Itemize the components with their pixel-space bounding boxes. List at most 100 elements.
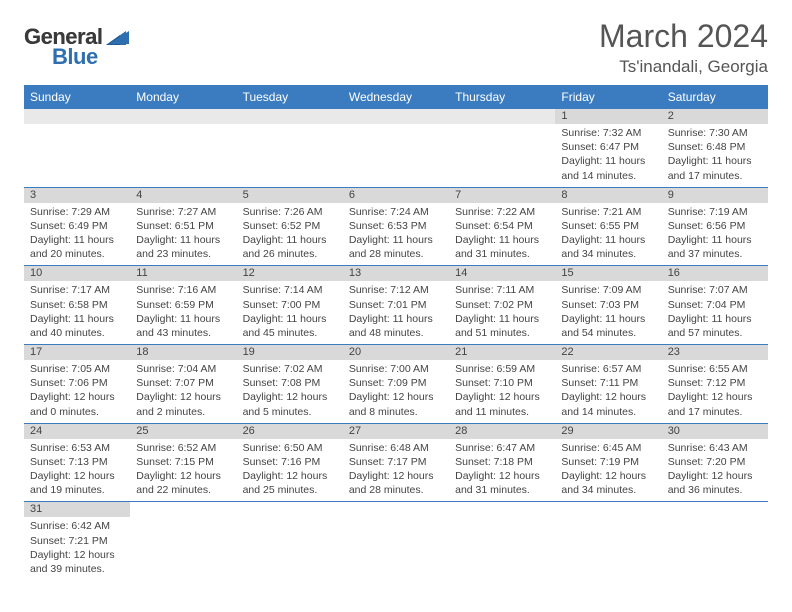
sunrise-text: Sunrise: 7:22 AM xyxy=(455,205,549,219)
sunset-text: Sunset: 6:49 PM xyxy=(30,219,124,233)
calendar-cell: 1Sunrise: 7:32 AMSunset: 6:47 PMDaylight… xyxy=(555,109,661,187)
header: General General Blue March 2024 xyxy=(24,18,768,77)
sunrise-text: Sunrise: 7:14 AM xyxy=(243,283,337,297)
sunrise-text: Sunrise: 6:43 AM xyxy=(668,441,762,455)
day-details: Sunrise: 6:48 AMSunset: 7:17 PMDaylight:… xyxy=(343,439,449,502)
sunset-text: Sunset: 7:01 PM xyxy=(349,298,443,312)
day-number: 25 xyxy=(130,424,236,439)
calendar-row: 3Sunrise: 7:29 AMSunset: 6:49 PMDaylight… xyxy=(24,187,768,266)
sunset-text: Sunset: 7:04 PM xyxy=(668,298,762,312)
day-number: 8 xyxy=(555,188,661,203)
location: Ts'inandali, Georgia xyxy=(599,57,768,77)
daylight-text: Daylight: 11 hours and 43 minutes. xyxy=(136,312,230,340)
calendar-table: Sunday Monday Tuesday Wednesday Thursday… xyxy=(24,85,768,580)
sunset-text: Sunset: 7:15 PM xyxy=(136,455,230,469)
day-details: Sunrise: 7:11 AMSunset: 7:02 PMDaylight:… xyxy=(449,281,555,344)
calendar-cell xyxy=(343,502,449,580)
daylight-text: Daylight: 12 hours and 31 minutes. xyxy=(455,469,549,497)
sunset-text: Sunset: 7:13 PM xyxy=(30,455,124,469)
sunrise-text: Sunrise: 7:19 AM xyxy=(668,205,762,219)
sunrise-text: Sunrise: 6:50 AM xyxy=(243,441,337,455)
calendar-cell xyxy=(237,109,343,187)
empty-day xyxy=(449,109,555,124)
day-details: Sunrise: 7:21 AMSunset: 6:55 PMDaylight:… xyxy=(555,203,661,266)
calendar-cell xyxy=(449,502,555,580)
day-number: 11 xyxy=(130,266,236,281)
day-details: Sunrise: 6:53 AMSunset: 7:13 PMDaylight:… xyxy=(24,439,130,502)
day-details: Sunrise: 6:47 AMSunset: 7:18 PMDaylight:… xyxy=(449,439,555,502)
day-details: Sunrise: 7:04 AMSunset: 7:07 PMDaylight:… xyxy=(130,360,236,423)
daylight-text: Daylight: 11 hours and 31 minutes. xyxy=(455,233,549,261)
sunset-text: Sunset: 7:10 PM xyxy=(455,376,549,390)
daylight-text: Daylight: 11 hours and 34 minutes. xyxy=(561,233,655,261)
day-details: Sunrise: 7:17 AMSunset: 6:58 PMDaylight:… xyxy=(24,281,130,344)
day-number: 3 xyxy=(24,188,130,203)
empty-day xyxy=(343,109,449,124)
sunrise-text: Sunrise: 6:52 AM xyxy=(136,441,230,455)
calendar-cell: 11Sunrise: 7:16 AMSunset: 6:59 PMDayligh… xyxy=(130,266,236,345)
day-details: Sunrise: 7:19 AMSunset: 6:56 PMDaylight:… xyxy=(662,203,768,266)
sunset-text: Sunset: 7:17 PM xyxy=(349,455,443,469)
day-number: 16 xyxy=(662,266,768,281)
sunset-text: Sunset: 7:20 PM xyxy=(668,455,762,469)
day-number: 27 xyxy=(343,424,449,439)
sunrise-text: Sunrise: 7:07 AM xyxy=(668,283,762,297)
sunset-text: Sunset: 7:02 PM xyxy=(455,298,549,312)
sunset-text: Sunset: 6:54 PM xyxy=(455,219,549,233)
sunrise-text: Sunrise: 7:32 AM xyxy=(561,126,655,140)
sunset-text: Sunset: 7:08 PM xyxy=(243,376,337,390)
day-number: 21 xyxy=(449,345,555,360)
sunset-text: Sunset: 7:11 PM xyxy=(561,376,655,390)
daylight-text: Daylight: 11 hours and 14 minutes. xyxy=(561,154,655,182)
empty-day xyxy=(662,502,768,517)
day-details: Sunrise: 7:27 AMSunset: 6:51 PMDaylight:… xyxy=(130,203,236,266)
weekday-header: Tuesday xyxy=(237,85,343,109)
sunrise-text: Sunrise: 6:47 AM xyxy=(455,441,549,455)
day-details: Sunrise: 6:50 AMSunset: 7:16 PMDaylight:… xyxy=(237,439,343,502)
day-details: Sunrise: 7:05 AMSunset: 7:06 PMDaylight:… xyxy=(24,360,130,423)
daylight-text: Daylight: 12 hours and 19 minutes. xyxy=(30,469,124,497)
day-number: 10 xyxy=(24,266,130,281)
sunset-text: Sunset: 7:18 PM xyxy=(455,455,549,469)
day-details: Sunrise: 6:42 AMSunset: 7:21 PMDaylight:… xyxy=(24,517,130,580)
daylight-text: Daylight: 11 hours and 28 minutes. xyxy=(349,233,443,261)
sunrise-text: Sunrise: 7:17 AM xyxy=(30,283,124,297)
daylight-text: Daylight: 12 hours and 36 minutes. xyxy=(668,469,762,497)
day-number: 9 xyxy=(662,188,768,203)
day-number: 31 xyxy=(24,502,130,517)
sunset-text: Sunset: 6:53 PM xyxy=(349,219,443,233)
sunrise-text: Sunrise: 7:21 AM xyxy=(561,205,655,219)
sunset-text: Sunset: 6:51 PM xyxy=(136,219,230,233)
sunset-text: Sunset: 6:58 PM xyxy=(30,298,124,312)
daylight-text: Daylight: 12 hours and 0 minutes. xyxy=(30,390,124,418)
sunset-text: Sunset: 7:00 PM xyxy=(243,298,337,312)
day-number: 18 xyxy=(130,345,236,360)
calendar-cell: 28Sunrise: 6:47 AMSunset: 7:18 PMDayligh… xyxy=(449,423,555,502)
day-details: Sunrise: 7:07 AMSunset: 7:04 PMDaylight:… xyxy=(662,281,768,344)
day-number: 13 xyxy=(343,266,449,281)
calendar-cell: 16Sunrise: 7:07 AMSunset: 7:04 PMDayligh… xyxy=(662,266,768,345)
day-details: Sunrise: 7:12 AMSunset: 7:01 PMDaylight:… xyxy=(343,281,449,344)
day-number: 28 xyxy=(449,424,555,439)
daylight-text: Daylight: 11 hours and 57 minutes. xyxy=(668,312,762,340)
empty-day xyxy=(449,502,555,517)
day-details: Sunrise: 7:30 AMSunset: 6:48 PMDaylight:… xyxy=(662,124,768,187)
sunrise-text: Sunrise: 6:59 AM xyxy=(455,362,549,376)
day-details: Sunrise: 7:02 AMSunset: 7:08 PMDaylight:… xyxy=(237,360,343,423)
sunrise-text: Sunrise: 7:29 AM xyxy=(30,205,124,219)
day-number: 30 xyxy=(662,424,768,439)
day-number: 15 xyxy=(555,266,661,281)
weekday-header-row: Sunday Monday Tuesday Wednesday Thursday… xyxy=(24,85,768,109)
sunrise-text: Sunrise: 6:55 AM xyxy=(668,362,762,376)
calendar-cell xyxy=(130,502,236,580)
day-number: 4 xyxy=(130,188,236,203)
calendar-cell: 5Sunrise: 7:26 AMSunset: 6:52 PMDaylight… xyxy=(237,187,343,266)
calendar-row: 24Sunrise: 6:53 AMSunset: 7:13 PMDayligh… xyxy=(24,423,768,502)
daylight-text: Daylight: 11 hours and 45 minutes. xyxy=(243,312,337,340)
calendar-cell: 27Sunrise: 6:48 AMSunset: 7:17 PMDayligh… xyxy=(343,423,449,502)
daylight-text: Daylight: 11 hours and 23 minutes. xyxy=(136,233,230,261)
sunrise-text: Sunrise: 7:12 AM xyxy=(349,283,443,297)
day-details: Sunrise: 7:29 AMSunset: 6:49 PMDaylight:… xyxy=(24,203,130,266)
day-details: Sunrise: 6:45 AMSunset: 7:19 PMDaylight:… xyxy=(555,439,661,502)
empty-day xyxy=(237,109,343,124)
